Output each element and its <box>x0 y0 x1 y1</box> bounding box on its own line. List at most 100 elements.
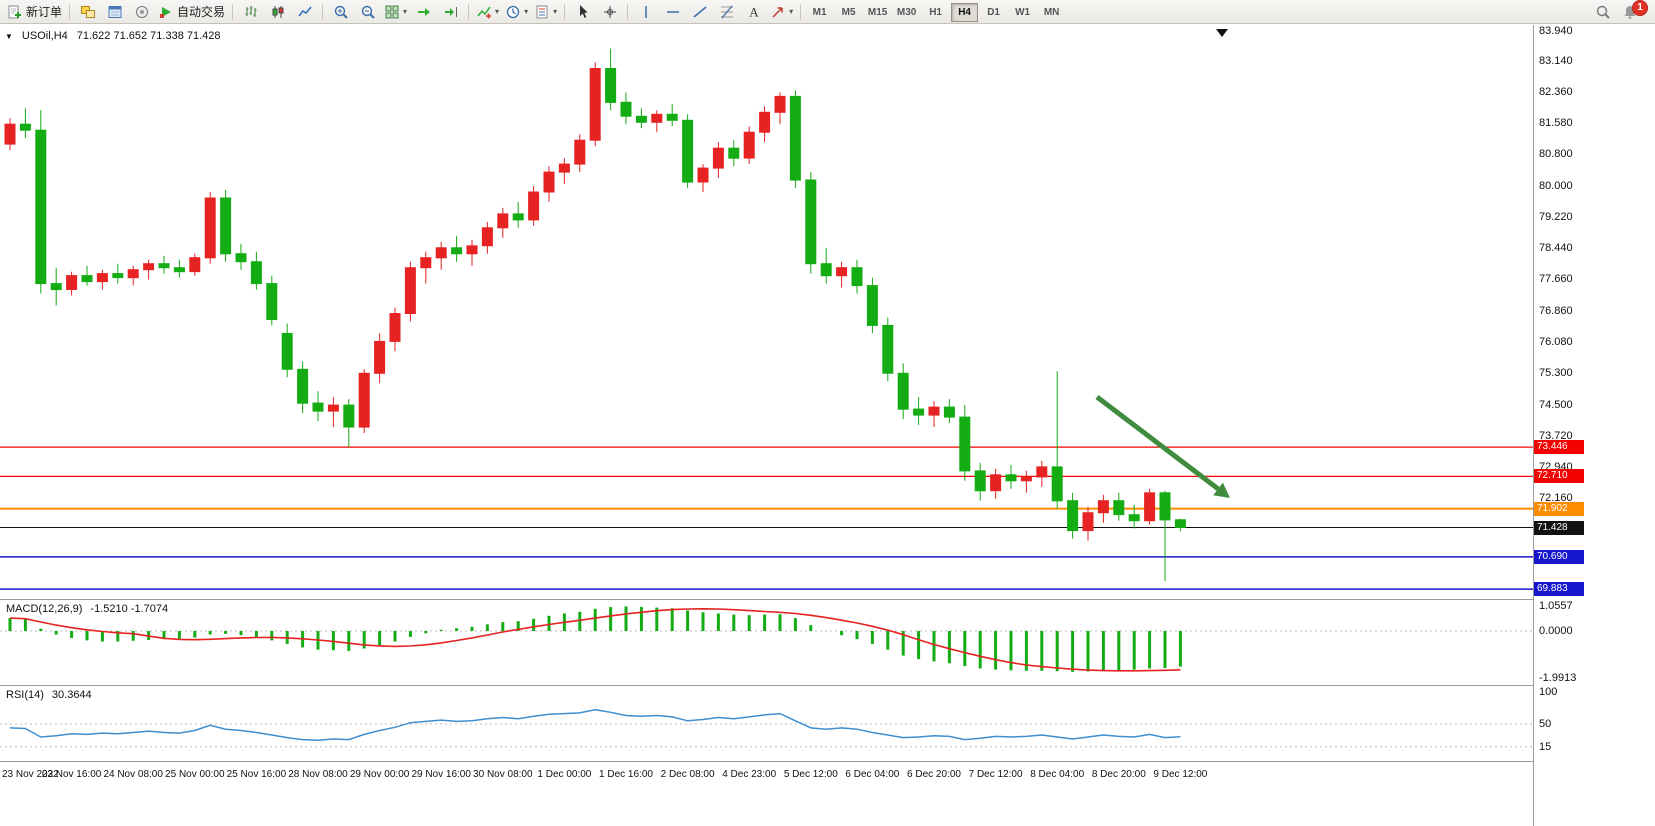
time-axis-label: 8 Dec 20:00 <box>1091 769 1146 780</box>
time-axis-label: 6 Dec 20:00 <box>907 769 961 780</box>
arrows-icon <box>772 6 783 18</box>
fibonacci-icon <box>720 5 733 18</box>
ohlc-values: 71.622 71.652 71.338 71.428 <box>76 30 221 42</box>
time-axis-label: 29 Nov 16:00 <box>411 769 471 780</box>
timeframe-mn[interactable]: MN <box>1043 6 1060 18</box>
notification-button[interactable]: 1 <box>1616 0 1648 23</box>
new-order-icon <box>8 5 21 18</box>
price-axis-label: 80.800 <box>1539 148 1573 161</box>
tile-windows-button[interactable]: ▾ <box>381 1 410 23</box>
timeframe-m1[interactable]: M1 <box>812 6 827 18</box>
line-chart-icon <box>297 6 312 16</box>
timeframe-d1[interactable]: D1 <box>987 6 1000 18</box>
chart-shift-button[interactable] <box>437 1 464 23</box>
chart-shift-icon <box>444 6 457 17</box>
profile-charts-icon <box>80 5 95 18</box>
time-axis-label: 28 Nov 08:00 <box>288 769 348 780</box>
macd-name: MACD(12,26,9) <box>6 603 83 615</box>
timeframe-h1[interactable]: H1 <box>929 6 942 18</box>
navigator-icon <box>135 5 148 18</box>
price-axis-label: 83.140 <box>1539 54 1573 67</box>
time-axis-label: 30 Nov 08:00 <box>473 769 533 780</box>
zoom-in-button[interactable] <box>327 1 354 23</box>
macd-panel[interactable]: MACD(12,26,9) -1.5210 -1.7074 <box>0 600 1533 685</box>
time-axis-label: 9 Dec 12:00 <box>1153 769 1208 780</box>
price-axis-label: 78.440 <box>1539 242 1573 255</box>
rsi-plot <box>0 708 1533 748</box>
symbol-period-label: USOil,H4 <box>21 30 68 42</box>
rsi-axis-label: 100 <box>1539 685 1558 698</box>
horizontal-line-button[interactable] <box>659 1 686 23</box>
price-axis-label: 80.000 <box>1539 180 1573 192</box>
indicators-button[interactable]: ▾ <box>473 1 502 23</box>
chevron-down-icon: ▾ <box>495 7 500 16</box>
price-line-badge[interactable]: 72.710 <box>1534 469 1584 483</box>
macd-label: MACD(12,26,9) -1.5210 -1.7074 <box>6 603 168 615</box>
bar-chart-button[interactable] <box>237 1 264 23</box>
toolbar-separator <box>627 3 629 20</box>
candlestick-chart-button[interactable] <box>264 1 291 23</box>
price-axis-label: 73.720 <box>1539 430 1573 443</box>
price-axis-label: 81.580 <box>1539 117 1573 130</box>
periods-button[interactable]: ▾ <box>502 1 531 23</box>
bar-chart-icon <box>245 5 257 17</box>
indicators-icon <box>477 6 492 18</box>
toolbar-separator <box>232 3 234 20</box>
crosshair-button[interactable] <box>596 1 623 23</box>
chart-workspace: ▼ USOil,H4 71.622 71.652 71.338 71.428 M… <box>0 25 1655 826</box>
market-watch-button[interactable] <box>101 1 128 23</box>
price-line-badge[interactable]: 71.902 <box>1534 502 1584 516</box>
chart-title: ▼ USOil,H4 71.622 71.652 71.338 71.428 <box>5 30 221 42</box>
timeframe-m15[interactable]: M15 <box>867 6 888 18</box>
price-line-badge[interactable]: 71.428 <box>1534 521 1584 535</box>
panel-divider[interactable] <box>0 599 1655 600</box>
rsi-value: 30.3644 <box>51 689 92 701</box>
crosshair-icon <box>603 5 616 18</box>
price-axis[interactable]: 83.940 83.140 82.360 81.580 80.800 80.000 79.2… <box>1533 25 1655 826</box>
price-axis-label: 75.300 <box>1539 367 1573 380</box>
fibonacci-button[interactable] <box>713 1 740 23</box>
line-chart-button[interactable] <box>291 1 318 23</box>
zoom-out-button[interactable] <box>354 1 381 23</box>
timeframe-h4[interactable]: H4 <box>951 2 979 22</box>
trendline-button[interactable] <box>686 1 713 23</box>
one-click-trading-icon[interactable]: ▼ <box>5 31 13 41</box>
cursor-button[interactable] <box>569 1 596 23</box>
macd-plot <box>0 606 1533 672</box>
panel-divider[interactable] <box>0 685 1655 686</box>
timeframe-m5[interactable]: M5 <box>841 6 856 18</box>
rsi-name: RSI(14) <box>6 689 44 701</box>
text-icon: A <box>749 4 759 19</box>
time-axis-label: 25 Nov 00:00 <box>165 769 225 780</box>
autotrading-button[interactable]: 自动交易 <box>155 2 228 22</box>
autotrading-label: 自动交易 <box>177 5 226 19</box>
candlestick-plot[interactable] <box>0 25 1533 599</box>
timeframe-m30[interactable]: M30 <box>896 6 917 18</box>
profile-charts-button[interactable] <box>74 1 101 23</box>
candlestick-chart-icon <box>272 5 284 18</box>
time-axis[interactable]: 23 Nov 2022 23 Nov 16:00 24 Nov 08:00 25 No… <box>0 762 1533 789</box>
navigator-button[interactable] <box>128 1 155 23</box>
auto-scroll-button[interactable] <box>410 1 437 23</box>
price-axis-label: 72.160 <box>1539 492 1573 505</box>
arrows-button[interactable]: ▾ <box>767 1 796 23</box>
time-axis-label: 1 Dec 16:00 <box>599 769 653 780</box>
text-button[interactable]: A <box>740 1 767 23</box>
time-axis-label: 7 Dec 12:00 <box>968 769 1023 780</box>
templates-button[interactable]: ▾ <box>531 1 560 23</box>
time-axis-label: 5 Dec 12:00 <box>783 769 838 780</box>
new-order-button[interactable]: 新订单 <box>4 2 65 22</box>
rsi-panel[interactable]: RSI(14) 30.3644 <box>0 686 1533 761</box>
search-button[interactable] <box>1589 1 1616 23</box>
timeframe-w1[interactable]: W1 <box>1015 6 1031 18</box>
time-axis-label: 23 Nov 16:00 <box>41 769 102 780</box>
price-line-badge[interactable]: 69.883 <box>1534 582 1584 596</box>
toolbar-separator <box>564 3 566 20</box>
price-line-badge[interactable]: 73.446 <box>1534 440 1584 454</box>
price-chart-panel[interactable]: ▼ USOil,H4 71.622 71.652 71.338 71.428 <box>0 25 1533 599</box>
price-axis-label: 76.860 <box>1539 305 1573 318</box>
vertical-line-button[interactable] <box>632 1 659 23</box>
price-line-badge[interactable]: 70.690 <box>1534 550 1584 564</box>
search-icon <box>1596 5 1610 19</box>
time-axis-label: 24 Nov 08:00 <box>103 769 163 780</box>
